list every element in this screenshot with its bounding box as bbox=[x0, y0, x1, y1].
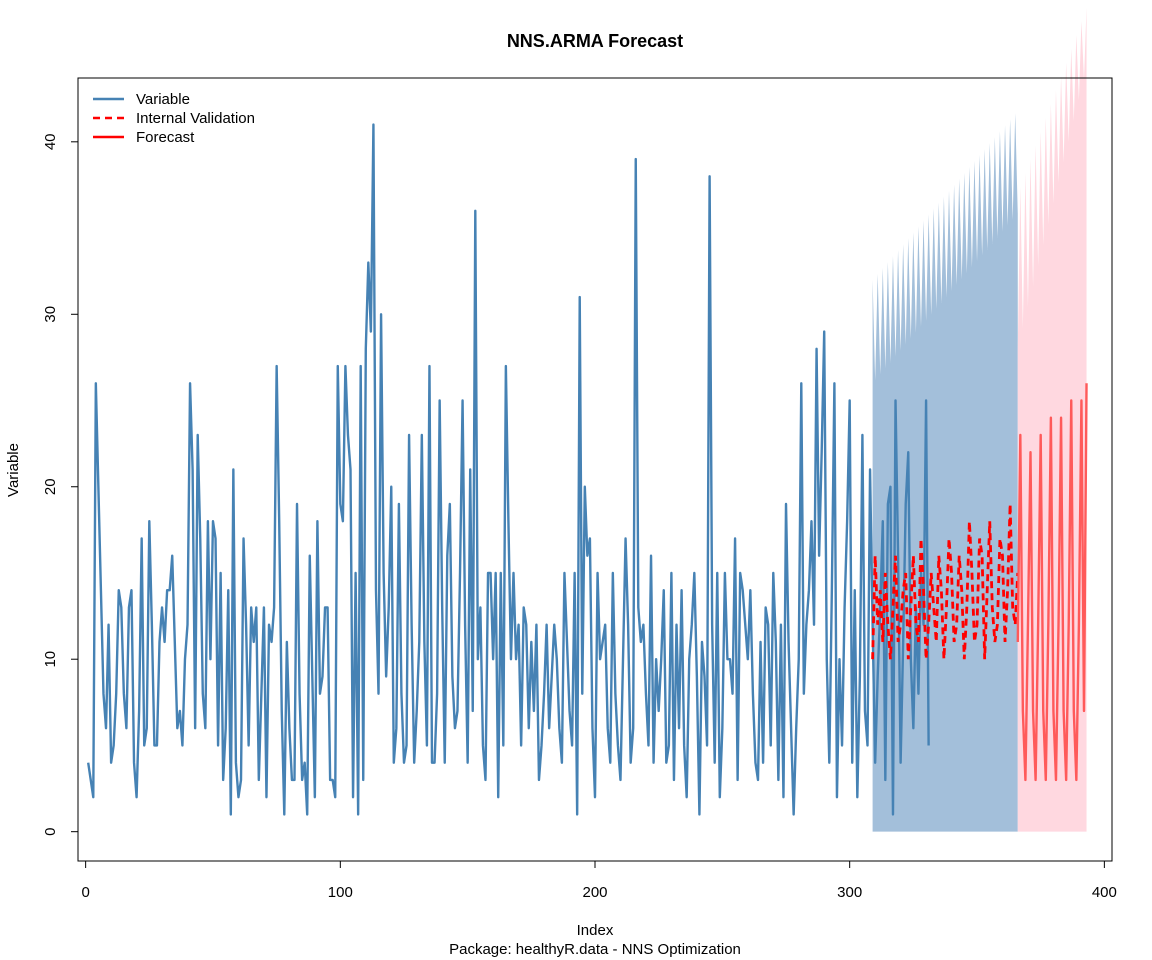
y-tick-label: 20 bbox=[42, 478, 59, 495]
y-tick-label: 10 bbox=[42, 651, 59, 668]
y-tick-label: 40 bbox=[42, 133, 59, 150]
legend-label: Internal Validation bbox=[136, 110, 255, 127]
legend-item: Forecast bbox=[93, 129, 195, 146]
series-line-variable bbox=[87, 123, 930, 816]
series-line-forecast bbox=[1016, 383, 1088, 782]
chart-subtitle: Package: healthyR.data - NNS Optimizatio… bbox=[449, 941, 741, 958]
x-tick-label: 200 bbox=[582, 884, 607, 901]
legend-label: Variable bbox=[136, 91, 190, 108]
legend-item: Variable bbox=[93, 91, 190, 108]
series-lines bbox=[87, 123, 1088, 816]
x-axis-label: Index bbox=[577, 922, 614, 939]
x-tick-label: 300 bbox=[837, 884, 862, 901]
x-tick-label: 400 bbox=[1092, 884, 1117, 901]
x-tick-label: 100 bbox=[328, 884, 353, 901]
legend: Variable Internal Validation Forecast bbox=[93, 91, 255, 146]
legend-item: Internal Validation bbox=[93, 110, 255, 127]
y-tick-label: 0 bbox=[42, 828, 59, 836]
validation-band bbox=[872, 113, 1018, 832]
forecast-band bbox=[1017, 7, 1087, 832]
y-axis: 0 10 20 30 40 bbox=[42, 133, 79, 836]
legend-label: Forecast bbox=[136, 129, 195, 146]
chart-title: NNS.ARMA Forecast bbox=[507, 31, 683, 51]
y-tick-label: 30 bbox=[42, 306, 59, 323]
y-axis-label: Variable bbox=[5, 443, 22, 497]
x-axis: 0 100 200 300 400 bbox=[81, 860, 1117, 901]
x-tick-label: 0 bbox=[81, 884, 89, 901]
